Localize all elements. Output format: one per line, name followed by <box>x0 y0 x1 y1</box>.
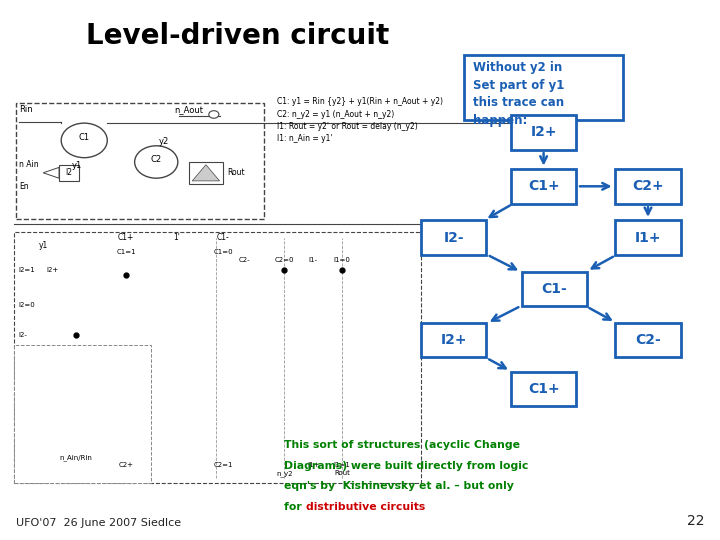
FancyBboxPatch shape <box>511 115 577 150</box>
Text: y1: y1 <box>39 241 48 251</box>
Text: I1: n_Ain = y1': I1: n_Ain = y1' <box>277 134 333 144</box>
Text: n_Ain/Rin: n_Ain/Rin <box>59 454 92 461</box>
Text: C2+: C2+ <box>632 179 664 193</box>
Circle shape <box>135 146 178 178</box>
Text: C2: C2 <box>150 155 162 164</box>
FancyBboxPatch shape <box>615 220 681 255</box>
Text: C1=1: C1=1 <box>116 249 136 255</box>
Text: I2-: I2- <box>444 231 464 245</box>
FancyBboxPatch shape <box>615 169 681 204</box>
Text: C2-: C2- <box>635 333 661 347</box>
FancyBboxPatch shape <box>420 220 487 255</box>
Bar <box>14 232 421 483</box>
Text: C1: C1 <box>78 133 90 142</box>
Bar <box>16 103 264 219</box>
Text: I1+: I1+ <box>307 462 320 468</box>
Text: I1+: I1+ <box>635 231 661 245</box>
Text: 22: 22 <box>687 514 704 528</box>
Polygon shape <box>192 165 220 181</box>
Text: C2=1: C2=1 <box>213 462 233 468</box>
Circle shape <box>209 111 219 118</box>
Text: y1: y1 <box>72 161 82 170</box>
Text: Diagrams) were built directly from logic: Diagrams) were built directly from logic <box>284 461 528 471</box>
FancyBboxPatch shape <box>521 272 588 306</box>
Text: I2=0: I2=0 <box>18 302 35 308</box>
Text: Level-driven circuit: Level-driven circuit <box>86 22 390 50</box>
Text: C1=0: C1=0 <box>213 249 233 255</box>
Text: C1-: C1- <box>541 282 567 296</box>
Bar <box>14 345 151 483</box>
Text: n_Aout: n_Aout <box>174 105 203 114</box>
Text: y2: y2 <box>158 137 168 146</box>
Text: C1-: C1- <box>217 233 230 242</box>
Text: 1': 1' <box>173 233 180 242</box>
Text: En: En <box>19 182 29 191</box>
Text: I2+: I2+ <box>441 333 467 347</box>
Text: I2: I2 <box>66 168 73 177</box>
Text: C1+: C1+ <box>118 233 134 242</box>
Text: Rin: Rin <box>19 105 33 114</box>
Text: Rout: Rout <box>334 470 350 476</box>
Polygon shape <box>43 167 59 178</box>
Text: C2: n_y2 = y1 (n_Aout + n_y2): C2: n_y2 = y1 (n_Aout + n_y2) <box>277 110 395 119</box>
Bar <box>189 162 223 184</box>
FancyBboxPatch shape <box>615 323 681 357</box>
Text: C1: y1 = Rin {y2} + y1(Rin + n_Aout + y2): C1: y1 = Rin {y2} + y1(Rin + n_Aout + y2… <box>277 97 444 106</box>
Text: n_y2: n_y2 <box>276 470 292 477</box>
FancyBboxPatch shape <box>511 372 577 406</box>
FancyBboxPatch shape <box>420 323 487 357</box>
Text: for: for <box>284 502 306 512</box>
Text: This sort of structures (acyclic Change: This sort of structures (acyclic Change <box>284 440 521 450</box>
Text: I1: Rout = y2' or Rout = delay (n_y2): I1: Rout = y2' or Rout = delay (n_y2) <box>277 122 418 131</box>
Text: I2-: I2- <box>18 332 27 338</box>
Bar <box>59 165 79 181</box>
FancyBboxPatch shape <box>511 169 577 204</box>
Text: I1-: I1- <box>309 257 318 263</box>
FancyBboxPatch shape <box>464 55 623 120</box>
Circle shape <box>61 123 107 158</box>
Text: C2-: C2- <box>239 257 251 263</box>
Text: n Ain: n Ain <box>19 160 39 169</box>
Text: distributive circuits: distributive circuits <box>306 502 426 512</box>
Text: UFO'07  26 June 2007 Siedlce: UFO'07 26 June 2007 Siedlce <box>16 518 181 528</box>
Text: Rout: Rout <box>227 168 244 177</box>
Text: I1=0: I1=0 <box>333 257 351 263</box>
Text: C1+: C1+ <box>528 382 559 396</box>
Text: I2+: I2+ <box>531 125 557 139</box>
Text: eqn's by  Kishinevsky et al. – but only: eqn's by Kishinevsky et al. – but only <box>284 481 514 491</box>
Text: I1=1: I1=1 <box>333 462 351 468</box>
Text: Without y2 in
Set part of y1
this trace can
happen:: Without y2 in Set part of y1 this trace … <box>474 61 564 126</box>
Text: I2+: I2+ <box>47 267 59 273</box>
Text: C1+: C1+ <box>528 179 559 193</box>
Text: C2=0: C2=0 <box>274 257 294 263</box>
Text: I2=1: I2=1 <box>18 267 35 273</box>
Text: C2+: C2+ <box>119 462 133 468</box>
